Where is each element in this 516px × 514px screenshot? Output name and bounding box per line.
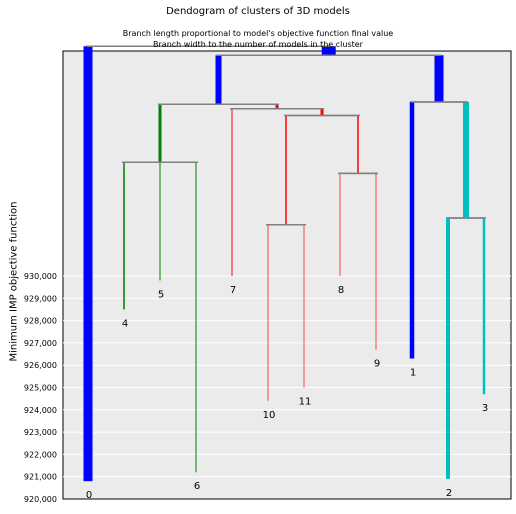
leaf-stem-0 <box>83 46 93 482</box>
branch-m7 <box>434 55 444 103</box>
y-axis-label: Minimum IMP objective function <box>8 201 20 362</box>
y-tick-label: 930,000 <box>24 272 57 281</box>
y-tick-label: 921,000 <box>24 473 57 482</box>
branch-m6 <box>463 102 469 219</box>
y-tick-label: 922,000 <box>24 450 57 459</box>
y-tick-label: 927,000 <box>24 339 57 348</box>
leaf-label-5: 5 <box>158 289 164 300</box>
branch-m5 <box>215 55 222 105</box>
leaf-label-6: 6 <box>194 481 200 492</box>
leaf-label-10: 10 <box>263 410 276 421</box>
branch-m4 <box>275 104 279 109</box>
leaf-stem-4 <box>123 162 125 310</box>
leaf-label-0: 0 <box>86 490 92 501</box>
branch-m8 <box>321 46 336 56</box>
leaf-stem-1 <box>409 102 415 359</box>
y-tick-label: 920,000 <box>24 495 57 504</box>
leaf-stem-7 <box>231 108 233 276</box>
leaf-label-11: 11 <box>299 397 312 408</box>
leaf-label-2: 2 <box>446 488 452 499</box>
branch-m3 <box>320 108 324 116</box>
leaf-label-3: 3 <box>482 403 488 414</box>
branch-m0 <box>158 104 162 163</box>
leaf-label-8: 8 <box>338 285 344 296</box>
branch-m1 <box>285 115 287 225</box>
leaf-stem-2 <box>446 218 450 479</box>
leaf-label-9: 9 <box>374 359 380 370</box>
branch-m2 <box>357 115 359 174</box>
plot-background <box>62 50 512 500</box>
y-tick-label: 926,000 <box>24 361 57 370</box>
y-tick-label: 924,000 <box>24 406 57 415</box>
chart-title: Dendogram of clusters of 3D models <box>166 6 350 17</box>
leaf-label-4: 4 <box>122 318 128 329</box>
leaf-stem-9 <box>375 173 377 350</box>
chart-subtitle-line-1: Branch length proportional to model's ob… <box>122 29 394 38</box>
leaf-label-7: 7 <box>230 285 236 296</box>
leaf-stem-11 <box>303 224 305 388</box>
y-tick-label: 925,000 <box>24 384 57 393</box>
chart-subtitle-line-2: Branch width to the number of models in … <box>153 40 363 49</box>
leaf-stem-8 <box>339 173 341 276</box>
leaf-stem-10 <box>267 224 269 401</box>
leaf-stem-5 <box>159 162 161 281</box>
y-tick-label: 929,000 <box>24 294 57 303</box>
leaf-label-1: 1 <box>410 368 416 379</box>
leaf-stem-6 <box>195 162 197 473</box>
y-tick-label: 928,000 <box>24 317 57 326</box>
leaf-stem-3 <box>482 218 486 395</box>
y-tick-label: 923,000 <box>24 428 57 437</box>
